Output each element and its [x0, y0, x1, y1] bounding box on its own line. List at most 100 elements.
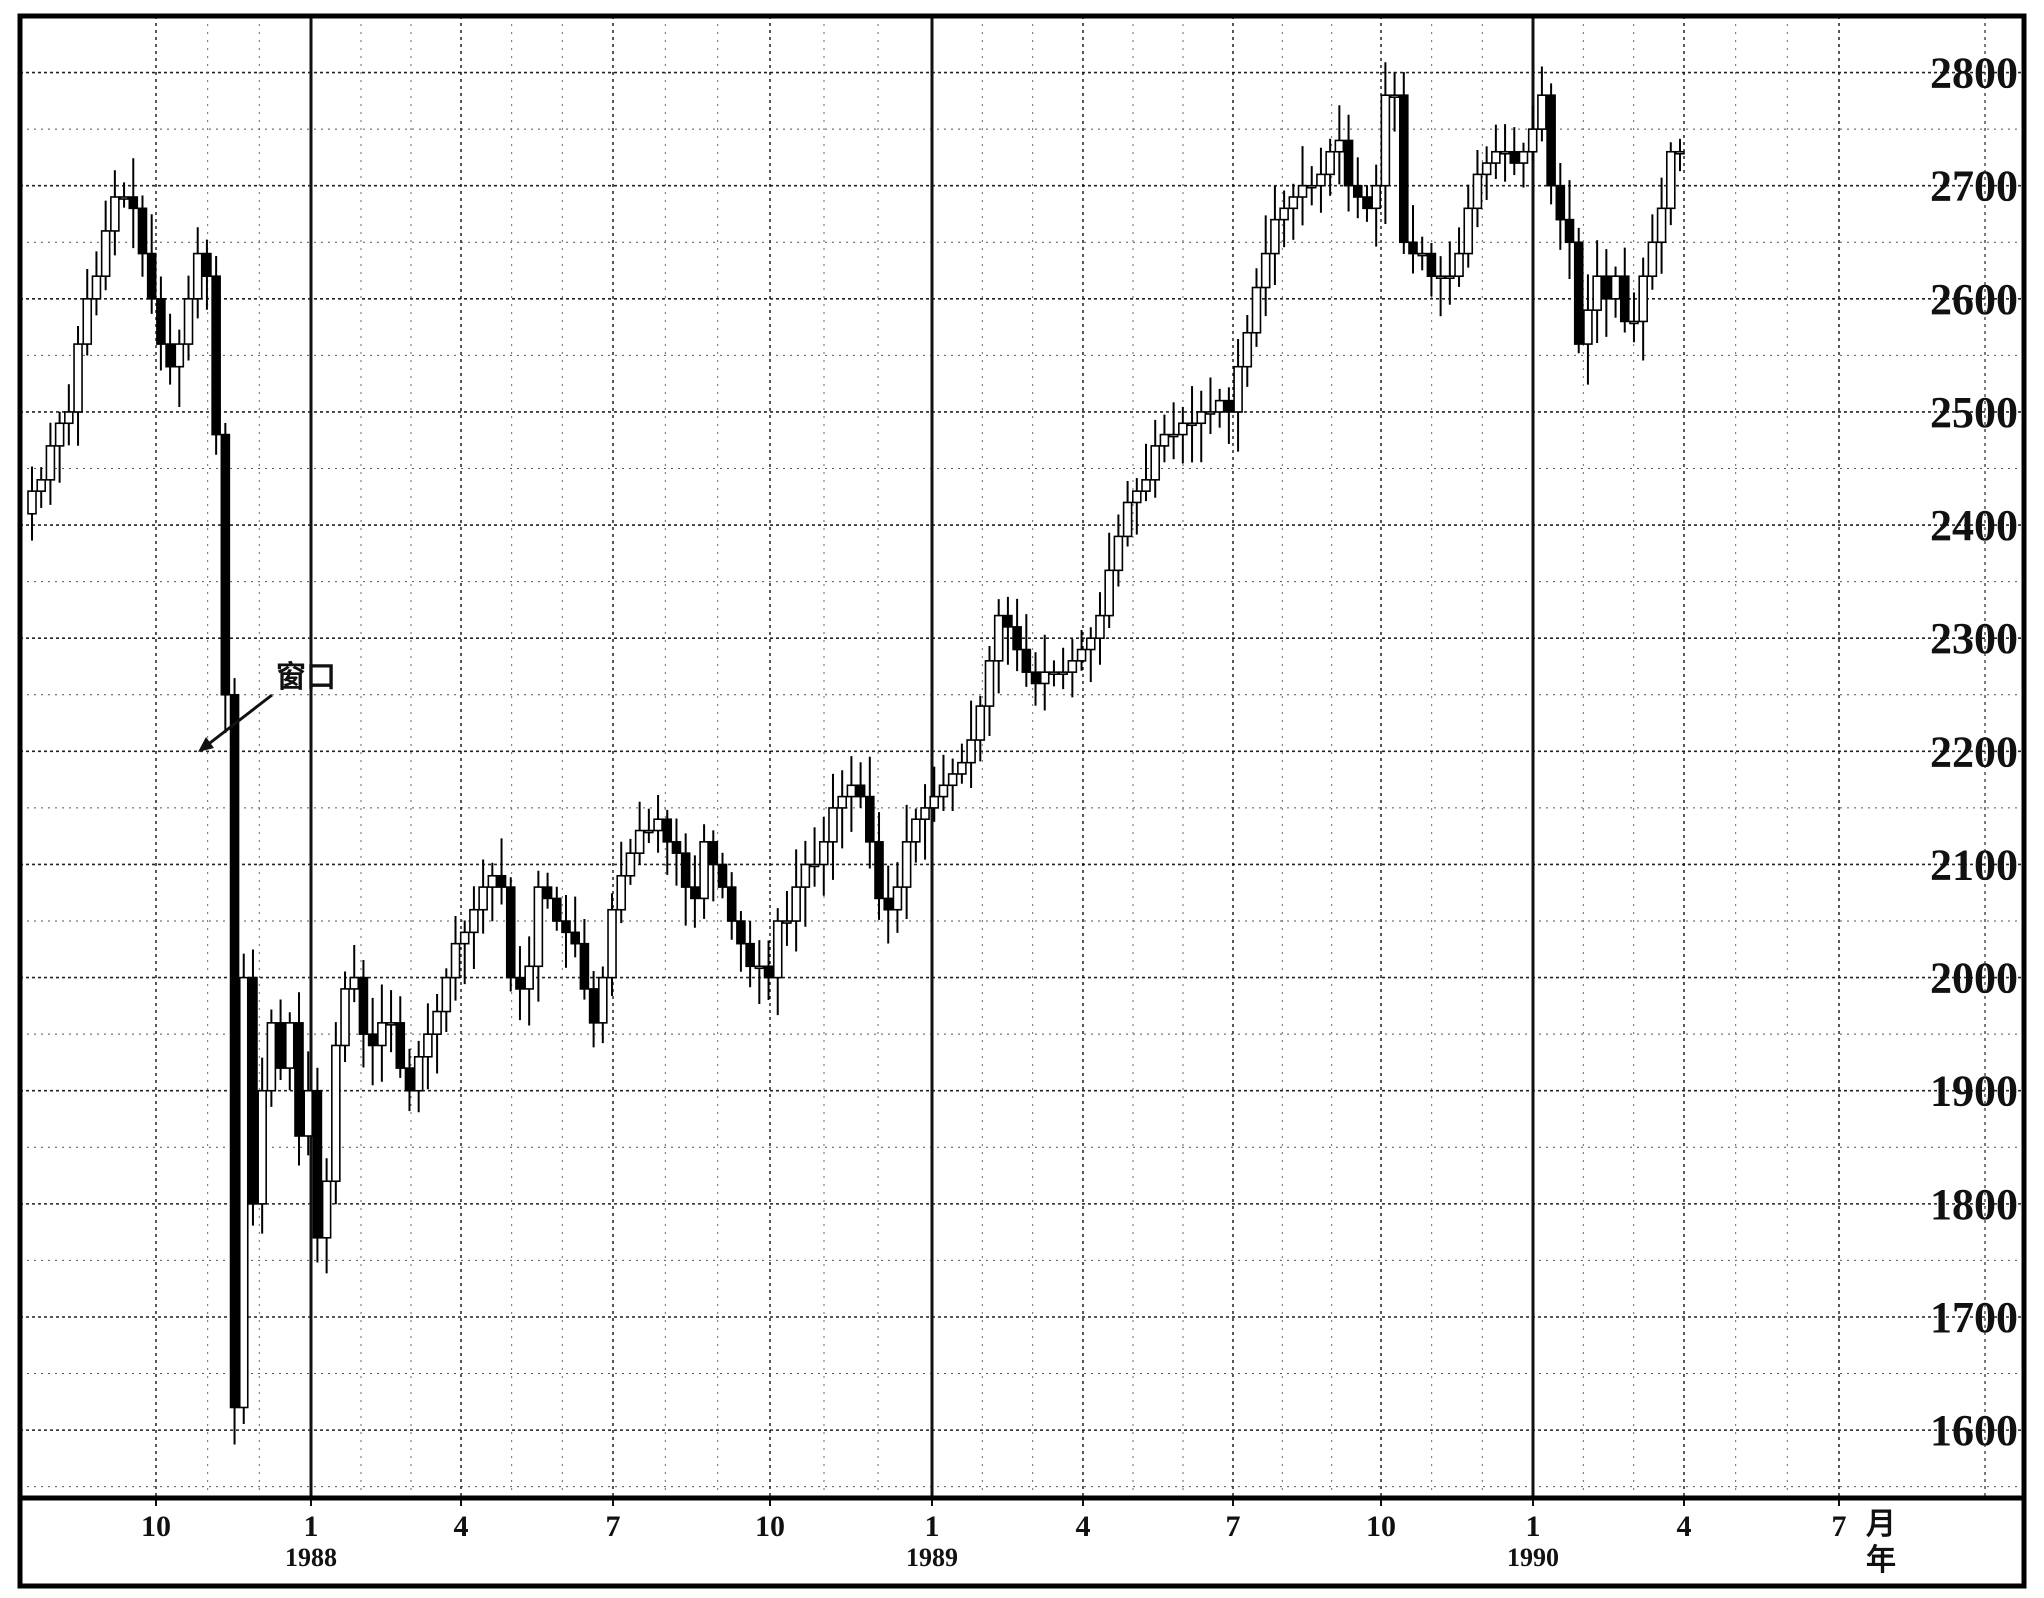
candle-body-up — [957, 761, 967, 775]
candle-body-up — [1242, 331, 1253, 368]
candle-body-down — [662, 818, 673, 843]
annotation-label: 窗口 — [276, 660, 336, 694]
candle-body-up — [413, 1055, 424, 1092]
candle-body-up — [1260, 252, 1271, 289]
candle-body-down — [570, 931, 580, 945]
x-year-label: 1990 — [1507, 1543, 1559, 1572]
candle-body-up — [1445, 275, 1455, 279]
candle-body-up — [1251, 286, 1262, 334]
x-tick-label: 1 — [925, 1510, 940, 1543]
candle-body-up — [625, 852, 636, 877]
candle-body-up — [91, 275, 102, 300]
candle-body-down — [404, 1067, 415, 1092]
candle-body-up — [1132, 490, 1142, 504]
candle-body-down — [1573, 241, 1584, 345]
candle-body-up — [1095, 614, 1105, 640]
candle-body-down — [1546, 94, 1556, 187]
candle-body-down — [156, 298, 166, 345]
y-tick-label: 2100 — [1930, 840, 2018, 889]
candle-body-up — [929, 795, 940, 809]
candle-body-down — [358, 976, 369, 1035]
candle-body-up — [100, 230, 111, 277]
candle-body-up — [1675, 150, 1685, 155]
candle-body-up — [1085, 637, 1096, 651]
candle-body-up — [441, 976, 452, 1013]
candle-body-down — [496, 874, 507, 888]
candle-body-up — [469, 908, 479, 934]
candle-body-up — [183, 298, 194, 345]
x-tick-label: 10 — [141, 1510, 171, 1543]
candle-body-down — [865, 795, 875, 843]
y-tick-label: 2400 — [1930, 501, 2018, 550]
candle-body-up — [36, 479, 47, 492]
candle-body-up — [892, 886, 903, 911]
candle-body-up — [1665, 150, 1676, 210]
candle-body-up — [938, 784, 949, 798]
candle-body-up — [1306, 184, 1317, 189]
candle-body-down — [1352, 184, 1363, 198]
candle-body-up — [1500, 150, 1510, 155]
candle-body-down — [395, 1022, 406, 1069]
candle-body-up — [1297, 184, 1308, 198]
candle-body-up — [1481, 162, 1492, 176]
candle-body-down — [515, 976, 525, 990]
candle-body-up — [1371, 184, 1381, 210]
candle-body-down — [294, 1022, 304, 1137]
x-tick-label: 1 — [1526, 1510, 1541, 1543]
candle-body-up — [284, 1022, 295, 1069]
candle-body-up — [782, 920, 792, 924]
x-tick-label: 4 — [1677, 1510, 1692, 1543]
y-tick-label: 2000 — [1930, 954, 2018, 1003]
candle-body-down — [745, 942, 755, 968]
candle-body-up — [754, 965, 765, 970]
candle-body-down — [1509, 150, 1520, 164]
x-year-label: 1989 — [906, 1543, 958, 1572]
x-tick-label: 7 — [1832, 1510, 1847, 1543]
candle-body-up — [975, 705, 986, 741]
candle-body-up — [257, 1089, 267, 1205]
candle-body-up — [1435, 275, 1446, 279]
candle-body-up — [1518, 150, 1529, 164]
candle-body-down — [726, 886, 737, 922]
candle-body-up — [984, 660, 995, 707]
candle-body-up — [110, 196, 120, 232]
candle-body-up — [1288, 196, 1299, 210]
candle-body-up — [993, 614, 1004, 662]
x-tick-label: 10 — [1366, 1510, 1396, 1543]
candle-body-up — [1168, 433, 1179, 438]
candle-body-up — [340, 988, 350, 1047]
candle-body-up — [1150, 445, 1161, 481]
candle-body-down — [1021, 648, 1032, 673]
candle-body-up — [54, 422, 65, 447]
candle-body-up — [487, 874, 498, 888]
candle-body-up — [1417, 252, 1428, 257]
candle-body-down — [165, 343, 175, 368]
candle-body-up — [837, 795, 847, 809]
y-tick-label: 2600 — [1930, 275, 2018, 324]
candle-body-up — [1205, 411, 1216, 415]
candle-body-up — [1104, 569, 1114, 617]
candle-body-down — [137, 207, 148, 255]
y-axis-ticks: 1600 1700 1800 1900 2000 2100 2200 2300 2400 2500… — [1930, 49, 2018, 1456]
candle-body-up — [1592, 275, 1602, 311]
candle-body-up — [1067, 660, 1078, 673]
candle-body-down — [1030, 671, 1041, 685]
candle-body-up — [1527, 128, 1538, 153]
candle-body-up — [377, 1022, 387, 1047]
candle-body-up — [607, 908, 617, 979]
candle-body-up — [1058, 671, 1068, 675]
candle-body-down — [128, 196, 139, 210]
candle-body-down — [146, 252, 157, 300]
candle-body-up — [1049, 671, 1059, 675]
candle-body-up — [238, 976, 249, 1409]
candle-body-down — [708, 841, 719, 866]
candle-body-up — [1454, 252, 1464, 277]
candle-body-up — [1380, 94, 1391, 187]
candle-body-up — [266, 1022, 277, 1092]
candle-body-up — [1270, 218, 1280, 255]
candle-body-up — [966, 739, 976, 764]
candle-body-down — [1564, 218, 1575, 244]
candle-body-up — [1141, 479, 1151, 492]
